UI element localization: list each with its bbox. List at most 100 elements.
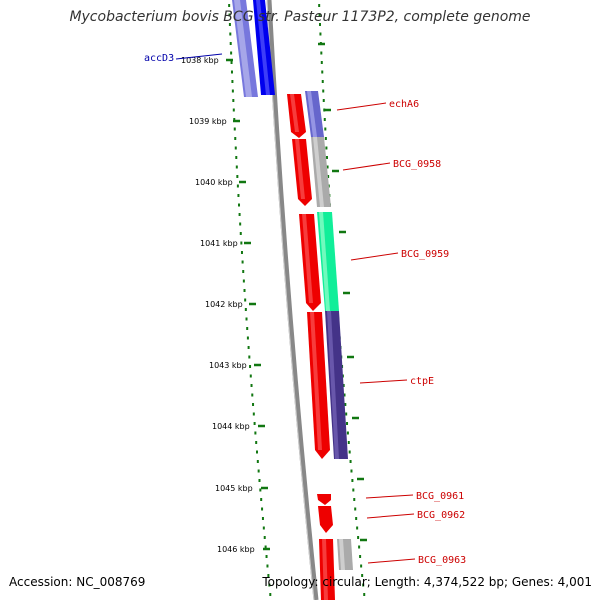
gene-label-BCG_0959: BCG_0959 — [401, 249, 449, 260]
gene-BCG_0962[interactable]: BCG_0962 — [318, 506, 465, 533]
ring-dot — [323, 118, 326, 121]
ring-dot — [253, 422, 256, 425]
ring-dot — [245, 317, 248, 321]
ring-dot — [238, 213, 241, 216]
ring-dot — [324, 127, 327, 131]
ring-dot — [346, 422, 349, 425]
gene-label-echA6: echA6 — [389, 99, 419, 110]
gene-label-BCG_0961: BCG_0961 — [416, 491, 464, 502]
ring-dot — [359, 555, 362, 558]
ring-dot — [326, 165, 329, 169]
ring-dot — [327, 175, 330, 178]
gene-BCG_0963[interactable]: BCG_0963 — [319, 539, 466, 600]
ring-dot — [263, 536, 266, 539]
kbp-tick: 1044 kbp — [212, 422, 265, 431]
ring-dot — [357, 536, 360, 539]
ring-dot — [242, 270, 245, 273]
ring-dot — [346, 431, 349, 435]
ring-dot — [319, 32, 322, 36]
ring-dot — [239, 222, 242, 226]
ring-dot — [232, 99, 235, 102]
ring-dot — [234, 146, 237, 150]
ring-dot — [236, 184, 239, 188]
gene-BCG_0961[interactable]: BCG_0961 — [317, 491, 464, 505]
inner-ring-ticks — [318, 42, 367, 542]
ring-dot — [235, 165, 238, 169]
ring-dot — [230, 61, 233, 64]
gene-label-BCG_0963: BCG_0963 — [418, 555, 466, 566]
ring-dot — [244, 308, 247, 311]
gene-label-BCG_0958: BCG_0958 — [393, 159, 441, 170]
ring-dot — [241, 260, 244, 264]
ring-dot — [229, 32, 232, 36]
gene-BCG_0958[interactable]: BCG_0958 — [292, 137, 441, 207]
ring-dot — [233, 118, 236, 121]
gene-accD3[interactable]: accD3 — [144, 0, 275, 97]
gene-label-BCG_0962: BCG_0962 — [417, 510, 465, 521]
ring-dot — [264, 545, 267, 549]
ring-dot — [354, 507, 357, 511]
ring-dot — [252, 412, 255, 416]
kbp-tick: 1039 kbp — [189, 117, 240, 126]
ring-dot — [322, 99, 325, 102]
ring-dot — [342, 384, 345, 387]
kbp-tick-label: 1041 kbp — [200, 239, 238, 248]
ring-dot — [356, 526, 359, 530]
ring-dot — [233, 127, 236, 131]
ring-dot — [361, 574, 364, 577]
ring-dot — [322, 89, 325, 93]
ring-dot — [255, 450, 258, 454]
ring-dot — [351, 479, 354, 482]
kbp-tick-label: 1044 kbp — [212, 422, 250, 431]
ring-dot — [325, 156, 328, 159]
kbp-tick: 1043 kbp — [209, 361, 261, 370]
ring-dot — [353, 498, 356, 501]
ring-dot — [246, 327, 249, 330]
ring-dot — [234, 137, 237, 140]
ring-dot — [262, 526, 265, 530]
ring-dot — [321, 80, 324, 83]
ring-dot — [251, 393, 254, 397]
ring-dot — [352, 488, 355, 492]
ring-dot — [240, 251, 243, 254]
gene-label-accD3: accD3 — [144, 53, 174, 64]
ring-dot — [358, 545, 361, 549]
gene-ctpE[interactable]: ctpE — [307, 311, 434, 459]
ring-dot — [249, 365, 252, 368]
ring-dot — [363, 593, 366, 596]
kbp-ticks: 1038 kbp 1039 kbp 1040 kbp 1041 kbp 1042… — [181, 56, 270, 554]
map-title: Mycobacterium bovis BCG str. Pasteur 117… — [69, 9, 531, 25]
ring-dot — [231, 80, 234, 83]
ring-dot — [360, 564, 363, 568]
ring-dot — [250, 384, 253, 387]
kbp-tick-label: 1042 kbp — [205, 300, 243, 309]
ring-dot — [228, 23, 231, 26]
kbp-tick: 1042 kbp — [205, 300, 256, 309]
accession-text: Accession: NC_008769 — [9, 575, 146, 589]
ring-dot — [257, 469, 260, 473]
kbp-tick-label: 1039 kbp — [189, 117, 227, 126]
kbp-tick-label: 1046 kbp — [217, 545, 255, 554]
ring-dot — [321, 70, 324, 74]
gene-label-ctpE: ctpE — [410, 376, 434, 387]
kbp-tick: 1040 kbp — [195, 178, 246, 187]
ring-dot — [268, 583, 271, 587]
kbp-tick-label: 1038 kbp — [181, 56, 219, 65]
ring-dot — [261, 507, 264, 511]
ring-dot — [235, 156, 238, 159]
ring-dot — [248, 355, 251, 359]
ring-dot — [256, 460, 259, 463]
ring-dot — [243, 289, 246, 292]
ring-dot — [260, 498, 263, 501]
gene-echA6[interactable]: echA6 — [287, 91, 419, 138]
ring-dot — [265, 555, 268, 558]
ring-dot — [244, 298, 247, 302]
kbp-tick: 1045 kbp — [215, 484, 268, 493]
ring-dot — [259, 488, 262, 492]
ring-dot — [252, 403, 255, 406]
ring-dot — [237, 194, 240, 197]
ring-dot — [319, 23, 322, 26]
ring-dot — [318, 4, 321, 7]
gene-BCG_0959[interactable]: BCG_0959 — [299, 212, 449, 311]
